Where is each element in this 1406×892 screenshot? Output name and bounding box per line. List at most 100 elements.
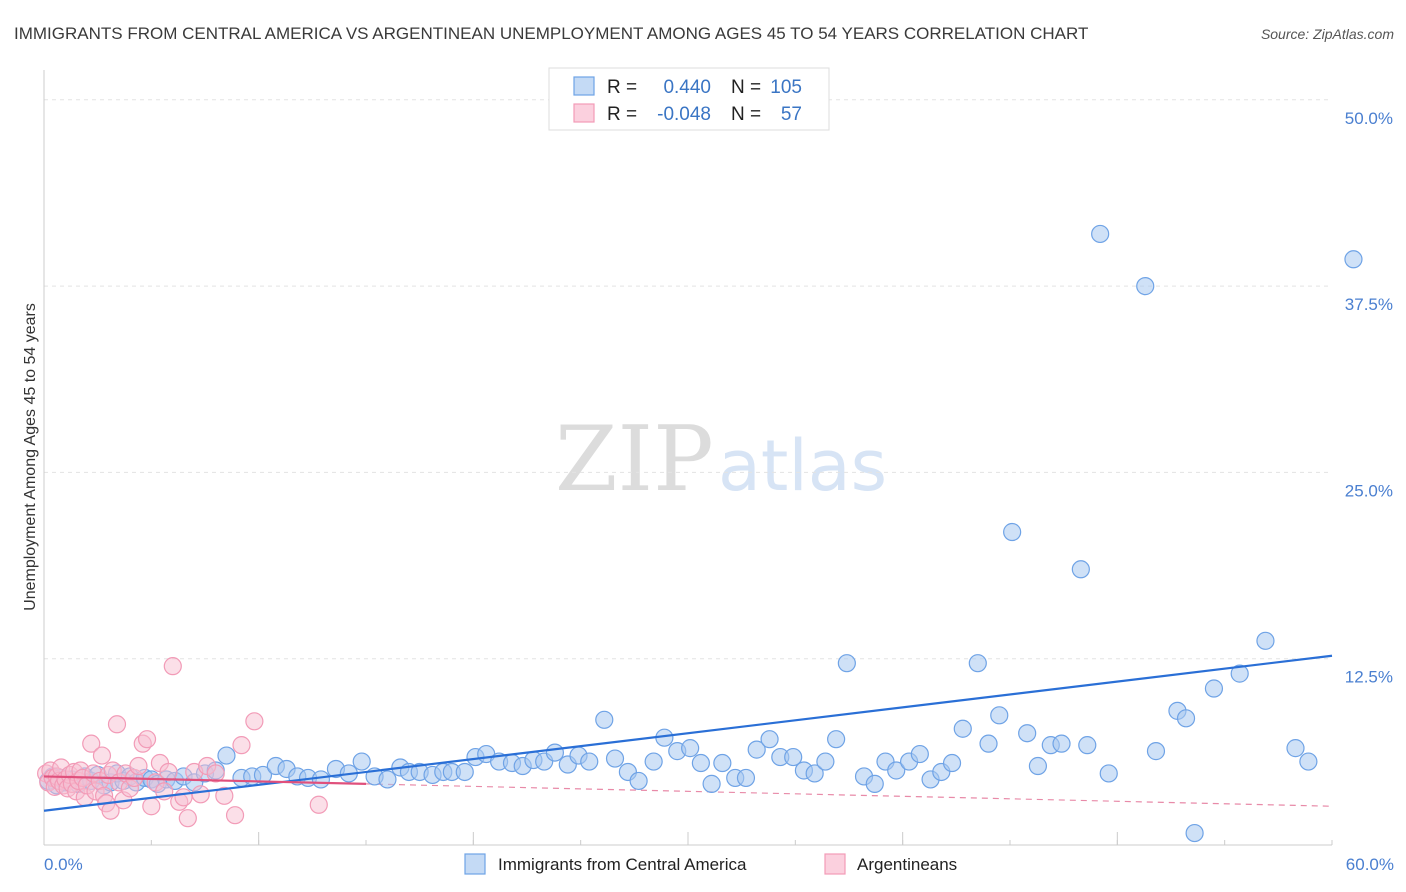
gridlines xyxy=(44,99,1332,660)
point-0-102 xyxy=(1146,742,1166,761)
point-0-67 xyxy=(713,753,732,773)
point-1-30 xyxy=(107,715,127,734)
point-0-56 xyxy=(580,752,599,771)
point-0-104 xyxy=(1176,709,1196,728)
point-0-64 xyxy=(681,739,700,758)
stats-r-value-2: -0.048 xyxy=(657,104,711,125)
point-0-97 xyxy=(1071,560,1090,579)
point-0-77 xyxy=(827,730,846,749)
legend-label-central-america: Immigrants from Central America xyxy=(498,855,747,874)
point-1-54 xyxy=(232,736,251,755)
point-0-25 xyxy=(217,746,236,765)
point-0-89 xyxy=(968,654,987,673)
stats-legend-box xyxy=(548,67,830,131)
x-tick-label-max: 60.0% xyxy=(1346,855,1394,874)
stats-swatch-blue xyxy=(573,76,595,96)
point-0-60 xyxy=(629,771,648,791)
trend-line-0 xyxy=(43,654,1333,812)
point-0-57 xyxy=(595,710,614,729)
y-tick-label-3: 50.0% xyxy=(1345,109,1393,128)
point-0-94 xyxy=(1028,756,1048,776)
y-tick-label-1: 25.0% xyxy=(1345,481,1393,500)
point-1-20 xyxy=(82,734,101,753)
stats-n-value-2: 57 xyxy=(781,104,802,125)
y-tick-label-0: 12.5% xyxy=(1345,668,1393,687)
point-0-80 xyxy=(865,774,884,793)
watermark-atlas: atlas xyxy=(718,425,887,507)
point-0-71 xyxy=(760,730,779,749)
watermark-zip: ZIP xyxy=(555,407,714,512)
point-0-91 xyxy=(990,706,1009,725)
point-1-36 xyxy=(129,756,148,776)
bottom-legend: Immigrants from Central America Argentin… xyxy=(464,853,957,875)
x-tick-label-min: 0.0% xyxy=(44,855,83,874)
y-tick-label-2: 37.5% xyxy=(1345,295,1393,314)
point-1-56 xyxy=(309,795,328,814)
stats-r-value-1: 0.440 xyxy=(663,77,711,98)
chart-source: Source: ZipAtlas.com xyxy=(1261,26,1394,42)
point-0-98 xyxy=(1078,736,1097,755)
point-0-100 xyxy=(1099,764,1118,783)
point-1-24 xyxy=(92,746,112,765)
x-ticks xyxy=(43,832,1333,845)
point-0-82 xyxy=(887,761,906,780)
point-0-75 xyxy=(805,764,824,783)
point-1-43 xyxy=(159,762,178,782)
stats-n-value-1: 105 xyxy=(770,77,802,98)
trend-line-1 xyxy=(43,775,367,785)
point-0-65 xyxy=(691,753,710,773)
scatter-points xyxy=(37,224,1363,843)
point-0-111 xyxy=(1344,250,1363,269)
point-0-107 xyxy=(1230,664,1249,683)
point-0-99 xyxy=(1091,224,1110,244)
y-tick-labels: 12.5% 25.0% 37.5% 50.0% xyxy=(1345,109,1393,687)
point-0-108 xyxy=(1256,631,1275,650)
point-0-110 xyxy=(1299,752,1318,771)
point-0-109 xyxy=(1286,739,1305,758)
point-1-39 xyxy=(142,797,161,816)
point-0-73 xyxy=(784,747,803,767)
legend-label-argentineans: Argentineans xyxy=(857,855,957,874)
point-0-66 xyxy=(702,774,721,793)
stats-legend: R = 0.440 N = 105 R = -0.048 N = 57 xyxy=(548,67,830,131)
point-1-52 xyxy=(215,786,234,805)
stats-n-label-1: N = xyxy=(731,77,761,98)
point-0-53 xyxy=(545,743,565,762)
chart-title: IMMIGRANTS FROM CENTRAL AMERICA VS ARGEN… xyxy=(14,24,1088,43)
point-0-76 xyxy=(816,752,835,771)
point-1-53 xyxy=(225,806,245,825)
point-0-105 xyxy=(1185,823,1204,843)
point-1-44 xyxy=(163,657,182,676)
legend-swatch-argentineans xyxy=(824,853,846,875)
point-0-58 xyxy=(605,749,625,768)
point-0-96 xyxy=(1052,734,1071,753)
stats-swatch-pink xyxy=(573,103,595,123)
point-1-49 xyxy=(191,785,210,804)
trend-lines xyxy=(365,783,1333,807)
point-0-106 xyxy=(1204,679,1224,698)
point-0-101 xyxy=(1136,277,1155,296)
point-1-55 xyxy=(245,712,264,731)
watermark: ZIP atlas xyxy=(555,407,887,512)
stats-n-label-2: N = xyxy=(731,104,761,125)
point-0-92 xyxy=(1003,522,1022,542)
legend-swatch-central-america xyxy=(464,853,486,875)
stats-r-label-2: R = xyxy=(607,104,637,125)
point-1-51 xyxy=(206,764,225,783)
point-0-61 xyxy=(644,752,663,771)
point-0-36 xyxy=(352,752,371,771)
stats-r-label-1: R = xyxy=(607,77,637,98)
point-0-84 xyxy=(910,744,929,764)
point-1-47 xyxy=(178,809,197,828)
point-1-46 xyxy=(174,788,193,807)
y-axis-label: Unemployment Among Ages 45 to 54 years xyxy=(22,303,39,611)
point-0-70 xyxy=(747,740,766,759)
point-0-87 xyxy=(942,753,962,773)
trend-ext-1 xyxy=(365,783,1333,807)
point-0-45 xyxy=(455,762,474,782)
point-0-78 xyxy=(837,654,856,673)
point-0-90 xyxy=(979,734,998,753)
point-0-88 xyxy=(953,719,972,738)
point-0-38 xyxy=(378,770,397,789)
